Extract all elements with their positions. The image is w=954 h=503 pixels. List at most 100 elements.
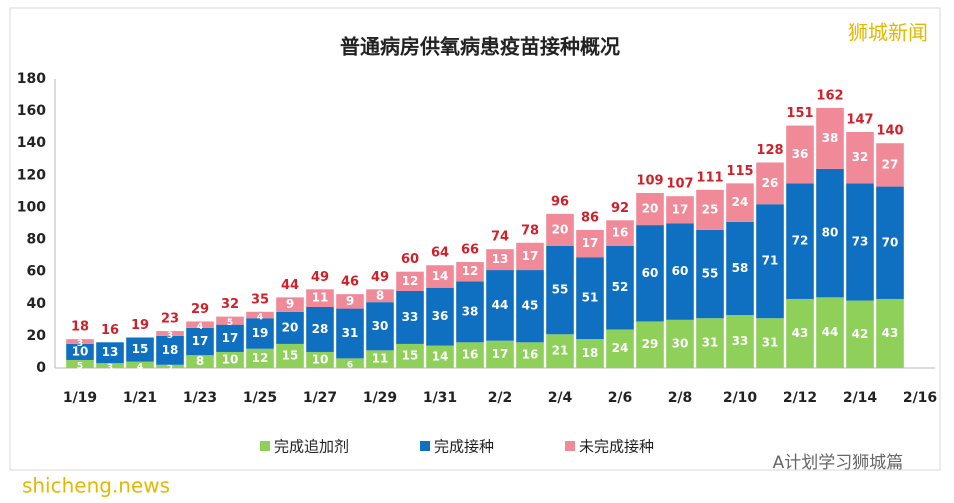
bar-segment [546, 245, 574, 335]
bar-segment [306, 289, 334, 307]
value-label: 17 [492, 347, 509, 361]
legend-label: 未完成接种 [579, 438, 654, 456]
value-label: 3 [77, 339, 83, 349]
bar-segment [816, 107, 844, 169]
bar-segment [606, 245, 634, 330]
value-label: 10 [72, 344, 89, 358]
bar-segment [66, 339, 94, 344]
value-label: 43 [792, 326, 809, 340]
total-label: 74 [491, 230, 509, 245]
value-label: 52 [612, 280, 629, 294]
bar-segment [576, 229, 604, 258]
bar-segment [336, 294, 364, 309]
value-label: 44 [822, 325, 839, 339]
x-tick-label: 2/10 [723, 390, 758, 406]
bar-segment [456, 281, 484, 343]
bar-segment [846, 183, 874, 301]
value-label: 20 [642, 202, 659, 216]
bar-segment [846, 131, 874, 184]
bar-segment [276, 297, 304, 312]
y-tick-label: 80 [27, 232, 47, 248]
total-label: 32 [221, 297, 239, 312]
value-label: 11 [312, 291, 329, 305]
bar-segment [636, 192, 664, 226]
watermark: shicheng.news [22, 474, 170, 498]
value-label: 12 [462, 264, 479, 278]
bar-segment [216, 316, 244, 325]
value-label: 31 [702, 336, 719, 350]
value-label: 4 [137, 362, 143, 372]
value-label: 9 [286, 297, 294, 311]
value-label: 20 [282, 320, 299, 334]
value-label: 10 [222, 352, 239, 366]
value-label: 3 [107, 363, 113, 373]
value-label: 9 [346, 294, 354, 308]
bar-segment [336, 308, 364, 359]
total-label: 49 [371, 270, 389, 285]
total-label: 44 [281, 278, 299, 293]
value-label: 8 [376, 288, 384, 302]
y-tick-label: 120 [17, 167, 46, 183]
value-label: 30 [372, 319, 389, 333]
bar-segment [876, 143, 904, 187]
bar-segment [366, 289, 394, 303]
value-label: 45 [522, 299, 539, 313]
value-label: 16 [612, 226, 629, 240]
y-tick-label: 60 [27, 264, 47, 280]
bar-segment [756, 162, 784, 205]
bar-segment [156, 364, 184, 368]
value-label: 17 [192, 334, 209, 348]
watermark: 狮城新闻 [848, 21, 928, 45]
value-label: 17 [522, 249, 539, 263]
bar-segment [486, 249, 514, 271]
bar-segment [696, 318, 724, 368]
bar-segment [786, 298, 814, 368]
watermark: A计划学习狮城篇 [773, 453, 904, 473]
bar-segment [546, 213, 574, 246]
value-label: 15 [402, 348, 419, 362]
total-label: 78 [521, 223, 539, 238]
value-label: 31 [762, 336, 779, 350]
legend-label: 完成追加剂 [274, 438, 349, 456]
x-tick-label: 2/14 [843, 390, 878, 406]
value-label: 30 [672, 336, 689, 350]
value-label: 38 [822, 131, 839, 145]
bar-segment [606, 220, 634, 246]
value-label: 21 [552, 344, 569, 358]
total-label: 49 [311, 270, 329, 285]
value-label: 27 [882, 157, 899, 171]
value-label: 72 [792, 234, 809, 248]
bar-segment [576, 339, 604, 368]
bar-segment [186, 321, 214, 328]
value-label: 24 [732, 195, 749, 209]
bar-segment [636, 321, 664, 368]
total-label: 23 [161, 312, 179, 327]
x-tick-label: 2/2 [488, 390, 513, 406]
total-label: 128 [756, 143, 783, 158]
bar-segment [486, 270, 514, 341]
bar-segment [126, 337, 154, 362]
total-label: 96 [551, 194, 569, 209]
bar-segment [186, 355, 214, 368]
bar-segment [396, 271, 424, 291]
value-label: 42 [852, 327, 869, 341]
bar-segment [726, 315, 754, 368]
bar-segment [96, 363, 124, 368]
bar-segment [636, 225, 664, 322]
total-label: 16 [101, 323, 119, 338]
value-label: 14 [432, 349, 449, 363]
y-tick-label: 40 [27, 296, 47, 312]
value-label: 5 [227, 318, 233, 328]
x-tick-label: 2/12 [783, 390, 817, 406]
value-label: 55 [552, 283, 569, 297]
value-label: 29 [642, 337, 659, 351]
total-label: 147 [846, 112, 873, 127]
value-label: 17 [672, 202, 689, 216]
bar-segment [426, 287, 454, 346]
bar-segment [456, 262, 484, 282]
bar-segment [396, 290, 424, 344]
x-tick-label: 1/31 [423, 390, 457, 406]
value-label: 36 [792, 147, 809, 161]
bar-segment [816, 297, 844, 368]
